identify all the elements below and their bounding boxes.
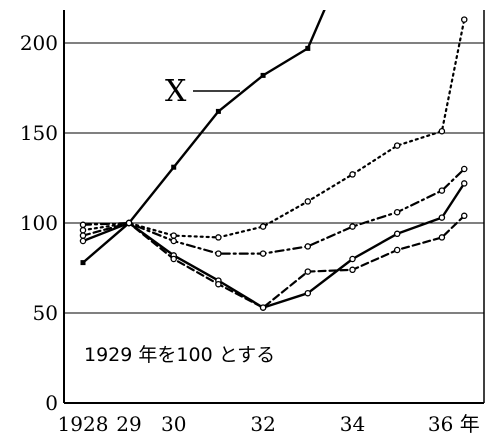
x-tick-label: 1928 bbox=[58, 412, 109, 436]
series-3-point bbox=[259, 250, 267, 257]
series-2-point bbox=[215, 234, 222, 241]
label-layer: 1929 年を100 とする X bbox=[84, 74, 275, 366]
series-5-point bbox=[125, 219, 133, 227]
series-5-point bbox=[215, 280, 222, 288]
series-3-point bbox=[215, 250, 222, 257]
series-4-point bbox=[438, 214, 446, 221]
series-3-point bbox=[438, 187, 446, 194]
grid-layer bbox=[64, 42, 484, 314]
series-3-point bbox=[79, 221, 87, 229]
series-2-point bbox=[79, 226, 87, 234]
x-tick-label: 32 bbox=[250, 412, 275, 436]
y-tick-label: 100 bbox=[20, 211, 58, 235]
series-2-point bbox=[438, 127, 446, 135]
series-4-point bbox=[349, 255, 356, 263]
series-3-point bbox=[170, 237, 177, 245]
series-1-point bbox=[215, 108, 221, 114]
series-5 bbox=[79, 212, 468, 311]
series-5-point bbox=[170, 255, 177, 263]
series-4-point bbox=[304, 289, 312, 297]
series-5-line bbox=[81, 214, 466, 309]
series-1-point bbox=[80, 260, 86, 266]
series-4-line bbox=[81, 182, 466, 309]
series-2-point bbox=[460, 16, 468, 23]
series-3-point bbox=[349, 223, 356, 230]
series-2 bbox=[79, 16, 468, 241]
series-5-point bbox=[393, 246, 401, 254]
series-4-point bbox=[460, 180, 468, 187]
series-3-line bbox=[81, 167, 466, 255]
series-2-line bbox=[81, 18, 466, 239]
series-2-point bbox=[259, 223, 267, 230]
series-5-point bbox=[438, 234, 446, 241]
series-5-point bbox=[304, 268, 312, 275]
series-2-point bbox=[170, 232, 177, 239]
series-4-point bbox=[79, 237, 87, 245]
x-tick-label: 30 bbox=[161, 412, 186, 436]
series-2-point bbox=[349, 171, 356, 178]
series-2-point bbox=[393, 142, 401, 149]
series-4-point bbox=[393, 230, 401, 238]
series-5-point bbox=[259, 304, 267, 311]
series-1-point bbox=[171, 164, 177, 170]
series-3-point bbox=[304, 243, 312, 250]
series-label-x: X bbox=[165, 74, 187, 109]
series-3-point bbox=[460, 165, 468, 173]
series-2-point bbox=[304, 198, 312, 205]
series-5-point bbox=[79, 232, 87, 239]
x-tick-label: 34 bbox=[340, 412, 365, 436]
series-1-point bbox=[260, 72, 266, 78]
series-4 bbox=[79, 180, 468, 311]
series-5-point bbox=[349, 266, 356, 274]
y-tick-label: 50 bbox=[33, 301, 58, 325]
series-5-point bbox=[460, 212, 468, 220]
y-tick-label: 200 bbox=[20, 31, 58, 55]
y-tick-label: 150 bbox=[20, 121, 58, 145]
x-tick-label: 29 bbox=[116, 412, 141, 436]
series-layer bbox=[79, 10, 468, 311]
series-3-point bbox=[393, 208, 401, 216]
y-tick-label: 0 bbox=[45, 391, 58, 415]
chart-annotation: 1929 年を100 とする bbox=[84, 344, 275, 366]
axis-layer: 0 50 100 150 200 1928 29 30 32 34 36 年 bbox=[20, 10, 485, 436]
x-tick-label: 36 年 bbox=[428, 412, 480, 436]
series-1-point bbox=[305, 45, 311, 51]
